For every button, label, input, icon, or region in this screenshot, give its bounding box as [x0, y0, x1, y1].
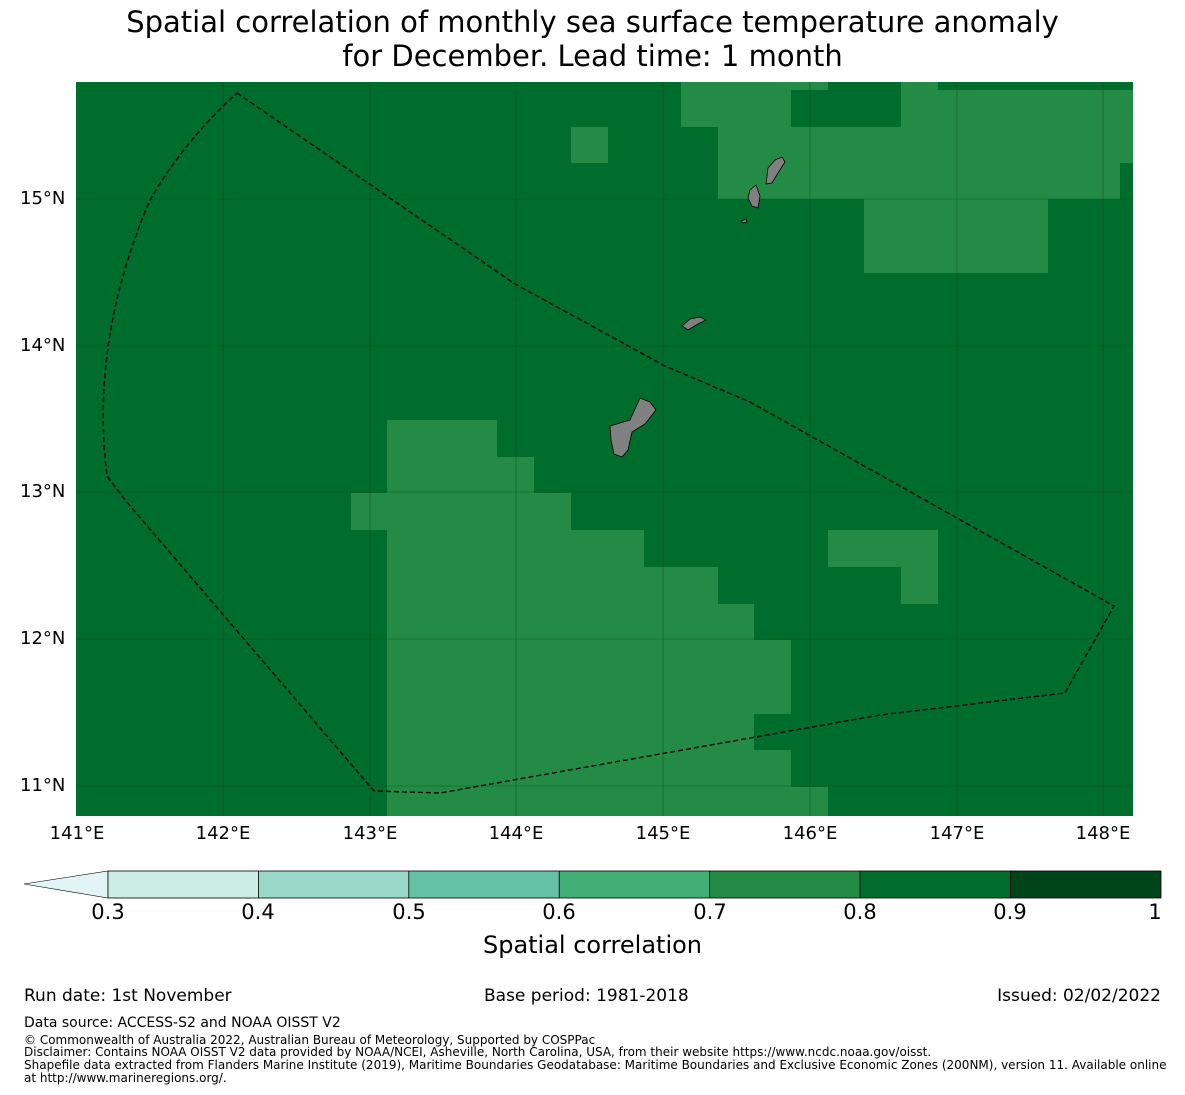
patch-ne-top: [681, 82, 791, 127]
colorbar-dividers: [257, 871, 1011, 898]
lon-label-141e: 141°E: [49, 823, 105, 844]
lat-label-11n: 11°N: [20, 775, 66, 796]
island-tinian: [747, 184, 761, 209]
lon-label-144e: 144°E: [488, 823, 544, 844]
eez-boundary: [102, 92, 1115, 794]
run-date: Run date: 1st November: [24, 986, 232, 1006]
graticule: [76, 82, 1133, 816]
shapefile-credit: Shapefile data extracted from Flanders M…: [24, 1058, 1167, 1085]
patch-mid-right-a: [828, 530, 938, 567]
island-rota: [681, 316, 707, 331]
patch-mid-right-b: [901, 567, 938, 604]
lat-label-12n: 12°N: [20, 628, 66, 649]
colorbar-bin-0.7-0.8: [709, 871, 860, 898]
patch-ne-top-c: [901, 82, 938, 90]
colorbar-extend-min: [23, 870, 109, 899]
island-aguijan: [740, 218, 748, 224]
map-title-line-1: Spatial correlation of monthly sea surfa…: [126, 5, 1059, 39]
copyright-notice: © Commonwealth of Australia 2022, Austra…: [24, 1033, 596, 1047]
colorbar-tick-0.6: 0.6: [542, 900, 576, 924]
lon-label-148e: 148°E: [1075, 823, 1131, 844]
patch-southwest: [351, 420, 828, 816]
patch-ne-right: [901, 90, 1133, 127]
patch-ne-mid-r: [1120, 127, 1133, 163]
colorbar-tick-0.4: 0.4: [241, 900, 275, 924]
map-title-line-2: for December. Lead time: 1 month: [342, 39, 843, 73]
colorbar-tick-0.8: 0.8: [843, 900, 877, 924]
lat-label-14n: 14°N: [20, 335, 66, 356]
lon-label-143e: 143°E: [342, 823, 398, 844]
colorbar-bin-0.4-0.5: [258, 871, 409, 898]
colorbar: [23, 870, 1162, 899]
patch-small-sq: [571, 127, 608, 163]
colorbar-tick-0.5: 0.5: [392, 900, 426, 924]
issued-date: Issued: 02/02/2022: [997, 986, 1161, 1006]
island-guam: [609, 397, 657, 458]
colorbar-bin-0.9-1: [1010, 871, 1161, 898]
lat-label-15n: 15°N: [20, 188, 66, 209]
patch-ne-lower: [864, 199, 1048, 273]
islands: [609, 156, 786, 458]
lon-label-142e: 142°E: [195, 823, 251, 844]
lat-label-13n: 13°N: [20, 481, 66, 502]
colorbar-tick-0.3: 0.3: [91, 900, 125, 924]
colorbar-label: Spatial correlation: [482, 931, 703, 959]
colorbar-tick-1: 1: [1148, 900, 1162, 924]
lon-label-147e: 147°E: [929, 823, 985, 844]
correlation-map: [76, 82, 1133, 816]
lon-label-146e: 146°E: [782, 823, 838, 844]
colorbar-bin-0.3-0.4: [108, 871, 259, 898]
patch-ne-mid: [718, 127, 1120, 199]
colorbar-tick-0.9: 0.9: [993, 900, 1027, 924]
colorbar-bin-0.8-0.9: [860, 871, 1011, 898]
data-source: Data source: ACCESS-S2 and NOAA OISST V2: [24, 1015, 341, 1031]
colorbar-frame: [107, 870, 1162, 899]
base-period: Base period: 1981-2018: [484, 986, 689, 1006]
lon-label-145e: 145°E: [635, 823, 691, 844]
colorbar-tick-0.7: 0.7: [693, 900, 727, 924]
colorbar-bin-0.6-0.7: [559, 871, 710, 898]
correlation-patches-0.7-0.8: [351, 82, 1133, 816]
colorbar-bin-0.5-0.6: [408, 871, 560, 898]
island-saipan: [765, 156, 786, 185]
disclaimer: Disclaimer: Contains NOAA OISST V2 data …: [24, 1045, 932, 1059]
patch-ne-top-b: [791, 82, 828, 90]
